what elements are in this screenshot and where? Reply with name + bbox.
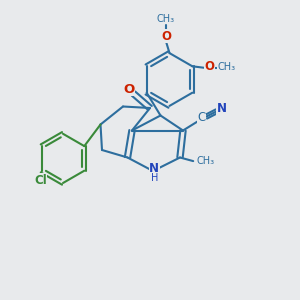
Text: N: N — [216, 102, 226, 116]
Text: H: H — [151, 172, 158, 183]
Text: CH₃: CH₃ — [157, 14, 175, 24]
Text: O: O — [204, 60, 214, 74]
Text: O: O — [161, 29, 171, 43]
Text: Cl: Cl — [34, 174, 47, 187]
Text: C: C — [197, 111, 206, 124]
Text: N: N — [149, 161, 159, 175]
Text: CH₃: CH₃ — [218, 62, 236, 72]
Text: CH₃: CH₃ — [196, 156, 214, 166]
Text: O: O — [123, 82, 135, 96]
